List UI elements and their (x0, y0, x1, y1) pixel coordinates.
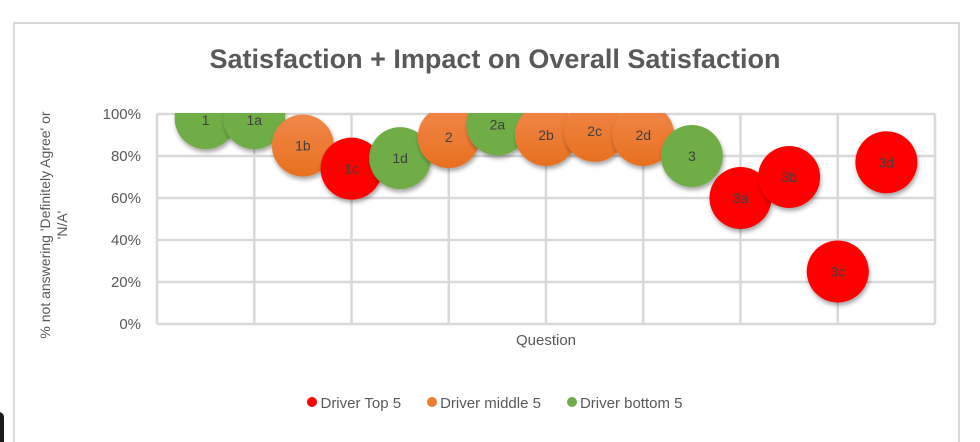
bubble-label: 2 (445, 129, 453, 145)
bubble-2[interactable]: 2 (417, 106, 480, 169)
bubble-mark (612, 113, 675, 166)
bubble-label: 3c (830, 264, 845, 280)
legend-item-middle[interactable]: Driver middle 5 (427, 395, 541, 412)
bubble-label: 3 (688, 148, 696, 164)
legend-label: Driver Top 5 (320, 395, 402, 412)
legend: Driver Top 5 Driver middle 5 Driver bott… (0, 395, 980, 412)
bubble-1c[interactable]: 1c (320, 137, 383, 200)
bubble-mark (417, 113, 480, 169)
chart-title: Satisfaction + Impact on Overall Satisfa… (209, 44, 781, 74)
bubble-1b[interactable]: 1b (271, 114, 334, 177)
bubble-3c[interactable]: 3c (806, 240, 869, 303)
bubble-3[interactable]: 3 (660, 125, 723, 187)
bubble-mark (709, 167, 772, 229)
bubble-3d[interactable]: 3d (855, 131, 918, 194)
y-tick-label: 60% (111, 190, 141, 207)
y-tick-label: 40% (111, 232, 141, 249)
legend-marker-icon (427, 397, 438, 407)
legend-item-top[interactable]: Driver Top 5 (307, 395, 401, 412)
bubble-label: 2b (538, 127, 554, 143)
bubble-mark (806, 240, 869, 303)
y-tick-label: 20% (111, 274, 141, 291)
bubble-mark (320, 137, 383, 200)
y-tick-label: 0% (119, 316, 141, 333)
bubble-2b[interactable]: 2b (515, 104, 577, 166)
y-tick-label: 80% (111, 148, 141, 165)
bubble-mark (174, 113, 237, 150)
window-corner-fragment (0, 412, 4, 442)
bubble-mark (660, 125, 723, 187)
bubble-label: 3b (781, 169, 797, 185)
bubble-label: 1b (295, 138, 311, 154)
chart-frame (13, 22, 960, 442)
bubble-mark (271, 114, 334, 177)
bubble-mark (466, 113, 529, 156)
bubble-mark (563, 113, 626, 162)
y-tick-labels: 0% 20% 40% 60% 80% 100% (103, 106, 141, 333)
bubble-mark (223, 113, 286, 150)
bubble-label: 3d (879, 154, 895, 170)
y-tick-label: 100% (103, 106, 141, 123)
legend-label: Driver bottom 5 (579, 395, 683, 412)
bubble-label: 2c (587, 123, 602, 139)
bubble-1a[interactable]: 1a (223, 87, 286, 150)
bubble-label: 1a (246, 112, 262, 128)
bubble-label: 1c (344, 161, 359, 177)
plot-area: 0% 20% 40% 60% 80% 100% 1 1a 1b 1c 1d 2 2a 2b 2c 2d 3 3a… (103, 87, 937, 333)
bubble-2d[interactable]: 2d (612, 104, 675, 166)
legend-item-bottom[interactable]: Driver bottom 5 (566, 395, 683, 412)
bubble-label: 3a (733, 190, 749, 206)
bubble-2c[interactable]: 2c (563, 100, 626, 162)
bubbles: 1 1a 1b 1c 1d 2 2a 2b 2c 2d 3 3a 3b 3c 3d (174, 87, 918, 303)
legend-marker-icon (307, 397, 318, 407)
bubble-label: 1 (202, 112, 210, 128)
bubble-mark (515, 113, 577, 166)
legend-label: Driver middle 5 (440, 395, 541, 412)
bubble-label: 1d (392, 150, 408, 166)
bubble-1d[interactable]: 1d (369, 127, 432, 190)
bubble-3b[interactable]: 3b (758, 146, 821, 208)
bubble-mark (758, 146, 821, 208)
bubble-label: 2d (635, 127, 651, 143)
bubble-label: 2a (490, 117, 506, 133)
bubble-3a[interactable]: 3a (709, 167, 772, 229)
legend-marker-icon (566, 397, 577, 407)
bubble-1[interactable]: 1 (174, 87, 237, 150)
bubble-mark (369, 127, 432, 190)
bubble-2a[interactable]: 2a (466, 94, 529, 156)
bubble-mark (855, 131, 918, 194)
x-axis-label: Question (515, 332, 577, 349)
